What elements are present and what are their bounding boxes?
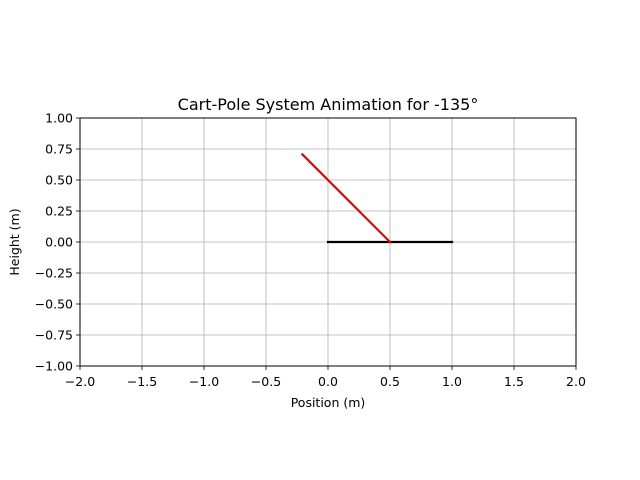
x-tick-label: 2.0 <box>566 374 586 389</box>
pole-line <box>300 152 392 244</box>
x-tick-label: −1.5 <box>127 374 157 389</box>
y-tick-label: 0.00 <box>45 235 73 250</box>
x-tick-label: −2.0 <box>65 374 95 389</box>
y-tick-label: 0.50 <box>45 173 73 188</box>
y-tick-label: 1.00 <box>45 111 73 126</box>
y-tick-label: 0.25 <box>45 204 73 219</box>
x-tick-label: 0.5 <box>380 374 400 389</box>
x-axis-label: Position (m) <box>291 395 366 410</box>
y-tick-label: −1.00 <box>35 359 73 374</box>
y-axis-label: Height (m) <box>7 208 22 275</box>
x-tick-label: −0.5 <box>251 374 281 389</box>
y-tick-label: −0.50 <box>35 297 73 312</box>
ticks: −2.0 −1.5 −1.0 −0.5 0.0 0.5 1.0 1.5 2.0 −1.00 −0.7… <box>35 111 586 390</box>
series-group <box>300 152 454 244</box>
x-tick-label: 1.5 <box>504 374 524 389</box>
y-tick-label: −0.25 <box>35 266 73 281</box>
x-tick-label: 0.0 <box>318 374 338 389</box>
x-tick-label: 1.0 <box>442 374 462 389</box>
x-tick-label: −1.0 <box>189 374 219 389</box>
y-tick-label: −0.75 <box>35 328 73 343</box>
y-tick-label: 0.75 <box>45 142 73 157</box>
chart-title: Cart-Pole System Animation for -135° <box>178 95 479 114</box>
